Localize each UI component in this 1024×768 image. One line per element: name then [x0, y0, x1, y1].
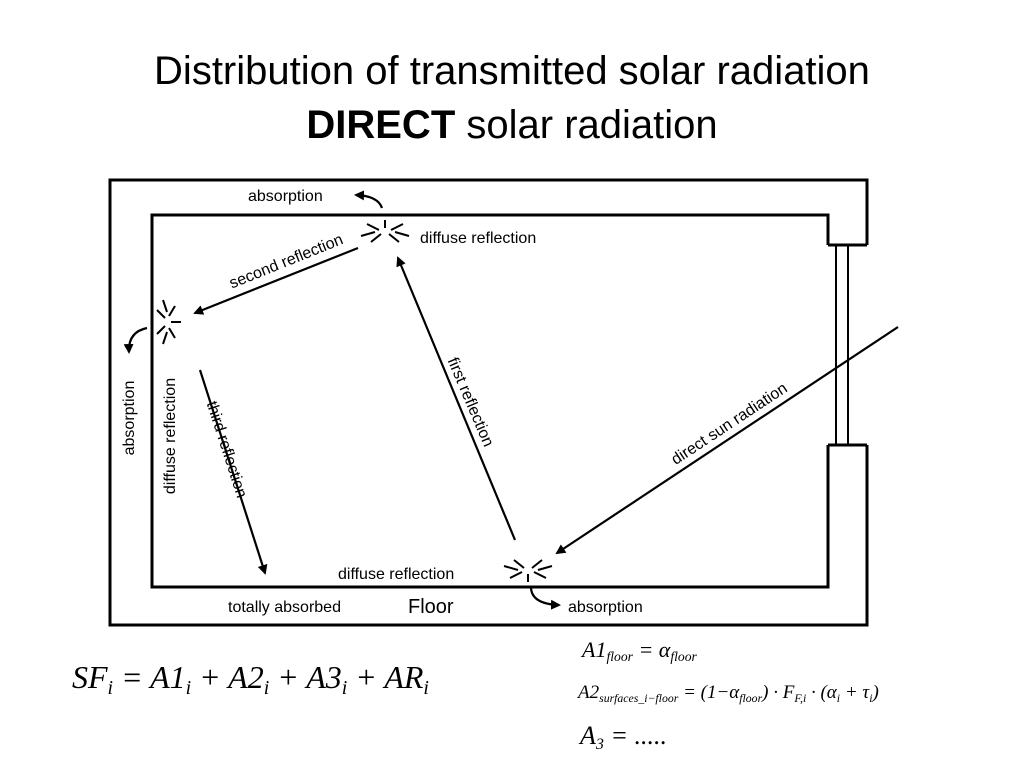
subscript: i — [186, 677, 192, 699]
subscript: F,i — [793, 692, 806, 705]
equation-part: + τ — [840, 682, 870, 703]
label: second reflection — [227, 231, 346, 292]
subscript: i — [869, 692, 872, 705]
equation-part: SF — [72, 659, 108, 695]
subscript: 3 — [595, 736, 604, 753]
subscript: i — [342, 677, 348, 699]
label: diffuse reflection — [162, 378, 179, 494]
equation-part: A2 — [576, 682, 600, 703]
burst-bottom — [503, 559, 553, 582]
direct-arrow — [555, 326, 899, 555]
equation-a1: A1floor = αfloor — [580, 637, 698, 664]
label: diffuse reflection — [420, 230, 536, 247]
window-glass — [835, 245, 849, 445]
equation-a3: A3 = ..... — [578, 721, 667, 753]
subscript: i — [423, 677, 429, 699]
label: diffuse reflection — [338, 566, 454, 583]
equation-part: = A1 — [113, 659, 186, 695]
equation-part: = ..... — [604, 721, 667, 750]
third-arrow — [198, 369, 268, 575]
equation-part: = α — [633, 637, 671, 662]
label: absorption — [568, 599, 643, 616]
absorb-arrow-left — [123, 326, 148, 354]
subscript: i — [108, 677, 114, 699]
labels: absorption diffuse reflection second ref… — [121, 188, 791, 618]
title-line1: Distribution of transmitted solar radiat… — [154, 49, 870, 93]
second-arrow — [193, 246, 359, 315]
subscript: floor — [739, 692, 762, 705]
absorb-arrow-top — [354, 190, 384, 209]
equation-part: + A3 — [269, 659, 342, 695]
subscript: floor — [670, 649, 697, 664]
title-line2: DIRECT solar radiation — [306, 103, 717, 147]
burst-top — [360, 220, 410, 243]
absorb-arrow-bottom — [529, 587, 561, 610]
title-bold: DIRECT — [306, 103, 455, 147]
label: absorption — [248, 188, 323, 205]
subscript: surfaces_i−floor — [599, 692, 679, 705]
equation-part: ) — [871, 682, 878, 703]
arrows — [123, 190, 899, 610]
equation-part: ) · F — [761, 682, 795, 703]
subscript: i — [264, 677, 270, 699]
equation-main: SFi = A1i + A2i + A3i + ARi — [72, 659, 429, 699]
room — [108, 178, 869, 627]
label: absorption — [121, 381, 138, 456]
equation-a2: A2surfaces_i−floor = (1−αfloor) · FF,i ·… — [576, 682, 879, 705]
title-rest: solar radiation — [466, 103, 717, 147]
equation-part: + AR — [347, 659, 424, 695]
burst-left — [156, 299, 181, 345]
equation-part: A1 — [580, 637, 606, 662]
label: totally absorbed — [228, 599, 341, 616]
label: direct sun radiation — [668, 380, 790, 469]
equation-part: A — [578, 721, 596, 750]
equation-part: = (1−α — [678, 682, 740, 703]
equation-part: · (α — [806, 682, 838, 703]
outer-wall — [108, 178, 869, 627]
subscript: i — [837, 692, 840, 705]
floor-label: Floor — [408, 596, 454, 618]
first-arrow — [396, 256, 517, 541]
label: first reflection — [444, 355, 497, 449]
equation-part: + A2 — [191, 659, 264, 695]
inner-wall — [150, 213, 830, 589]
subscript: floor — [606, 649, 633, 664]
label: third reflection — [203, 399, 250, 500]
